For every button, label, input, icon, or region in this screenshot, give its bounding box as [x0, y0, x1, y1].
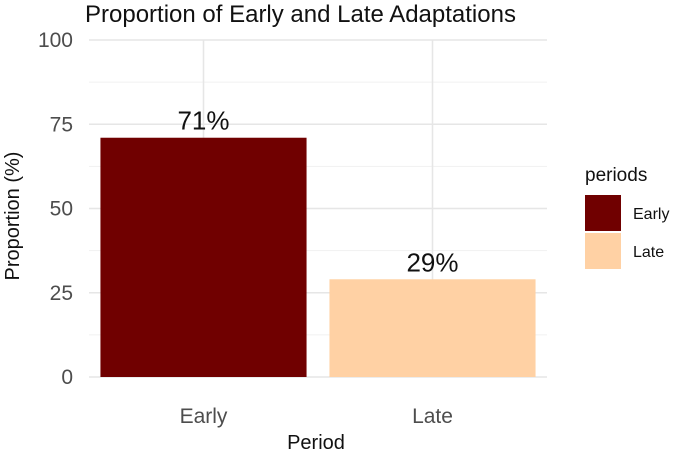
- y-tick-label: 25: [50, 282, 73, 305]
- x-tick-label: Late: [412, 405, 453, 428]
- legend-swatch-early: [585, 195, 621, 231]
- y-tick-label: 50: [50, 198, 73, 221]
- legend-items: Early Late: [585, 195, 669, 269]
- y-axis-title: Proportion (%): [2, 152, 24, 281]
- x-axis-ticks: Early Late: [180, 405, 453, 428]
- x-tick-label: Early: [180, 405, 228, 428]
- data-label: 71%: [177, 106, 229, 136]
- legend-label: Early: [633, 206, 669, 223]
- x-axis-title: Period: [287, 432, 345, 454]
- chart-title: Proportion of Early and Late Adaptations: [85, 1, 516, 28]
- legend: periods Early Late: [585, 165, 669, 269]
- legend-swatch-late: [585, 233, 621, 269]
- legend-label: Late: [633, 244, 664, 261]
- legend-title: periods: [585, 165, 647, 186]
- y-axis-ticks: 0 25 50 75 100: [38, 29, 73, 389]
- y-tick-label: 0: [61, 366, 73, 389]
- y-tick-label: 75: [50, 113, 73, 136]
- bars: [100, 137, 536, 377]
- y-tick-label: 100: [38, 29, 73, 52]
- bar-late: [329, 279, 536, 377]
- data-label: 29%: [406, 247, 458, 277]
- bar-early: [100, 137, 307, 377]
- data-labels: 71% 29%: [177, 106, 458, 278]
